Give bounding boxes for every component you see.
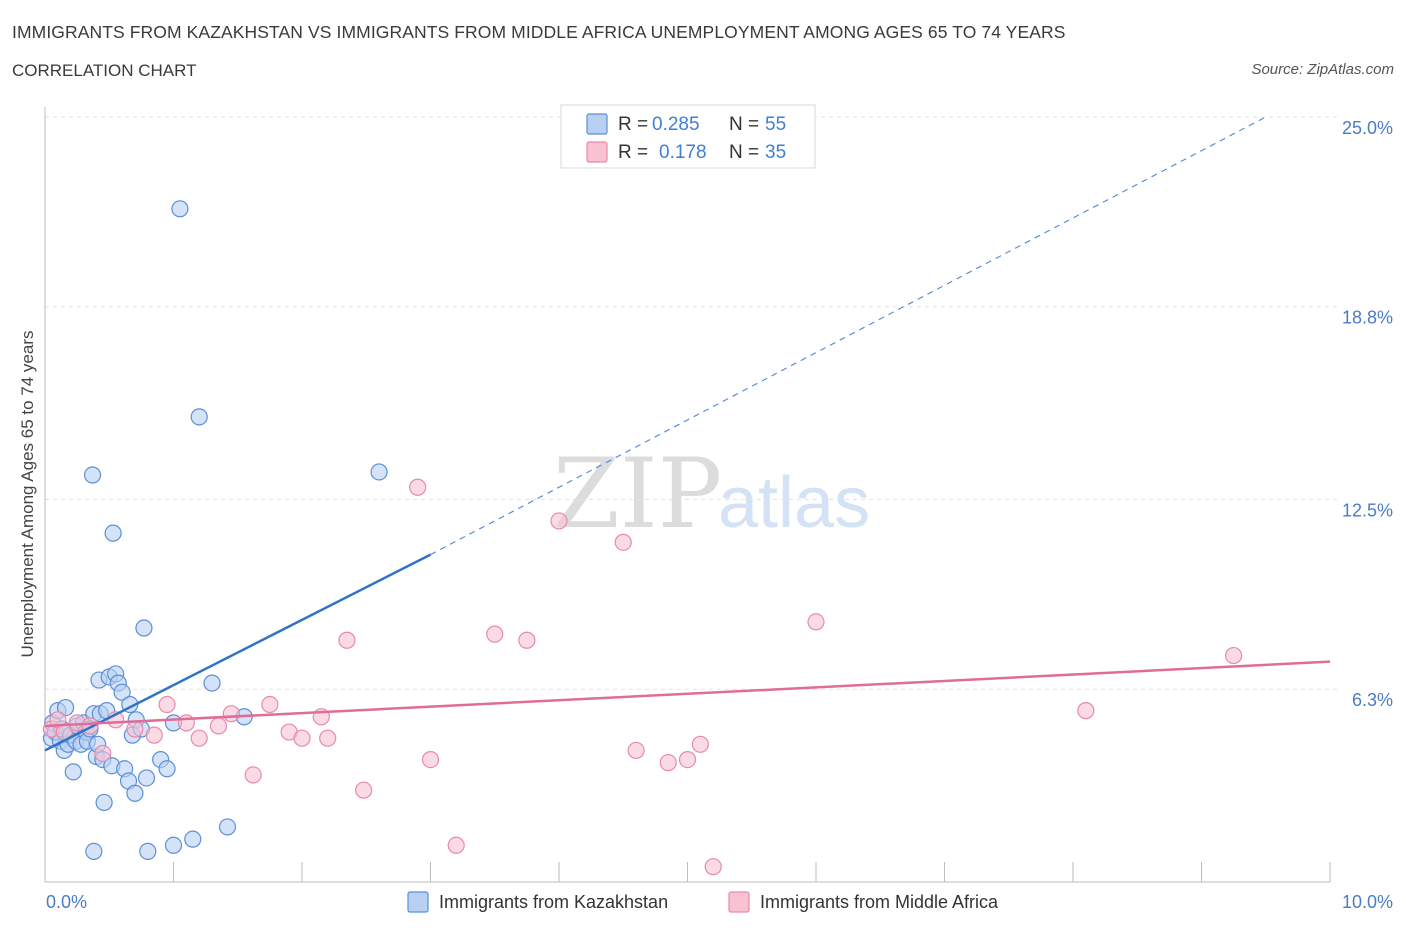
- trend-lines: [44, 116, 1331, 752]
- watermark: ZIP atlas: [553, 438, 870, 550]
- chart-subtitle: CORRELATION CHART: [12, 61, 197, 80]
- kazakhstan-point-42: [139, 842, 157, 861]
- middle-africa-point-24: [447, 836, 465, 854]
- kazakhstan-point-46: [171, 200, 189, 218]
- middle-africa-point-27: [550, 512, 568, 530]
- y-tick-label-0: 6.3%: [1352, 690, 1393, 710]
- kazakhstan-point-29: [104, 524, 122, 542]
- kazakhstan-point-37: [126, 784, 144, 802]
- middle-africa-point-31: [678, 750, 697, 769]
- middle-africa-point-28: [614, 533, 632, 551]
- middle-africa-point-17: [293, 729, 311, 747]
- legend-r-label-blue: R =: [618, 114, 648, 135]
- kazakhstan-point-50: [218, 818, 237, 836]
- x-tick-label-1: 10.0%: [1342, 892, 1393, 912]
- middle-africa-point-11: [190, 729, 208, 747]
- kazakhstan-point-25: [95, 793, 113, 812]
- legend-r-value-pink: 0.178: [659, 142, 707, 163]
- kazakhstan-point-10: [64, 763, 82, 781]
- legend-n-label-blue: N =: [729, 114, 759, 135]
- kazakhstan-trend-extension: [430, 116, 1267, 556]
- middle-africa-point-23: [421, 750, 440, 769]
- y-tick-label-2: 18.8%: [1342, 308, 1393, 328]
- middle-africa-point-30: [659, 754, 677, 772]
- middle-africa-point-8: [145, 726, 163, 744]
- middle-africa-point-29: [627, 741, 645, 760]
- middle-africa-point-12: [209, 717, 228, 735]
- legend-r-value-blue: 0.285: [652, 114, 700, 135]
- axes: [44, 107, 1331, 883]
- legend-swatch-pink: [586, 141, 608, 163]
- y-tick-label-3: 25.0%: [1342, 118, 1393, 138]
- middle-africa-point-25: [486, 625, 504, 643]
- kazakhstan-point-48: [190, 408, 208, 426]
- middle-africa-trend-line: [44, 660, 1331, 728]
- middle-africa-point-36: [1225, 646, 1243, 665]
- kazakhstan-point-47: [184, 830, 202, 848]
- bottom-legend-swatch-blue: [407, 891, 429, 913]
- middle-africa-point-22: [409, 478, 427, 496]
- kazakhstan-point-49: [203, 674, 221, 692]
- middle-africa-point-21: [355, 781, 373, 799]
- kazakhstan-point-32: [113, 683, 131, 701]
- legend-swatch-blue: [586, 113, 608, 135]
- y-axis-label: Unemployment Among Ages 65 to 74 years: [18, 331, 37, 658]
- bottom-legend: Immigrants from Kazakhstan Immigrants fr…: [407, 891, 999, 913]
- kazakhstan-point-41: [137, 769, 156, 787]
- source-credit: Source: ZipAtlas.com: [1251, 61, 1394, 78]
- middle-africa-point-20: [338, 631, 356, 649]
- legend-n-value-blue: 55: [765, 114, 786, 135]
- middle-africa-point-15: [261, 695, 279, 714]
- legend-n-value-pink: 35: [765, 142, 786, 163]
- series-kazakhstan-points: [42, 200, 388, 861]
- middle-africa-point-32: [691, 735, 709, 753]
- middle-africa-point-33: [704, 858, 722, 876]
- kazakhstan-point-44: [158, 760, 176, 778]
- x-tick-label-0: 0.0%: [46, 892, 87, 912]
- legend: R = 0.285 N = 55 R = 0.178 N = 35: [560, 104, 816, 169]
- bottom-legend-label-pink: Immigrants from Middle Africa: [760, 892, 999, 912]
- watermark-atlas: atlas: [718, 463, 870, 543]
- middle-africa-point-14: [244, 766, 262, 784]
- kazakhstan-trend-line: [44, 553, 432, 752]
- kazakhstan-point-52: [164, 836, 183, 854]
- kazakhstan-point-7: [56, 698, 75, 717]
- y-tick-labels: 6.3% 12.5% 18.8% 25.0%: [1342, 118, 1393, 710]
- middle-africa-point-35: [1077, 702, 1095, 720]
- bottom-legend-swatch-pink: [728, 891, 750, 913]
- watermark-zip: ZIP: [553, 438, 722, 550]
- grid-lines: [45, 116, 1340, 690]
- middle-africa-point-5: [94, 744, 112, 763]
- kazakhstan-point-18: [83, 466, 102, 484]
- kazakhstan-point-40: [135, 619, 153, 637]
- kazakhstan-point-54: [370, 463, 388, 481]
- middle-africa-point-9: [158, 695, 176, 714]
- x-tick-labels: 0.0% 10.0%: [46, 892, 1393, 912]
- kazakhstan-point-53: [85, 842, 103, 861]
- middle-africa-point-19: [319, 729, 337, 747]
- middle-africa-point-7: [126, 720, 144, 738]
- chart-title: IMMIGRANTS FROM KAZAKHSTAN VS IMMIGRANTS…: [12, 22, 1066, 42]
- middle-africa-point-13: [222, 705, 240, 723]
- legend-n-label-pink: N =: [729, 142, 759, 163]
- legend-r-label-pink: R =: [618, 142, 648, 163]
- y-tick-label-1: 12.5%: [1342, 501, 1393, 521]
- middle-africa-point-34: [807, 613, 825, 631]
- middle-africa-point-10: [177, 714, 195, 732]
- middle-africa-point-26: [518, 631, 536, 649]
- bottom-legend-label-blue: Immigrants from Kazakhstan: [439, 892, 668, 912]
